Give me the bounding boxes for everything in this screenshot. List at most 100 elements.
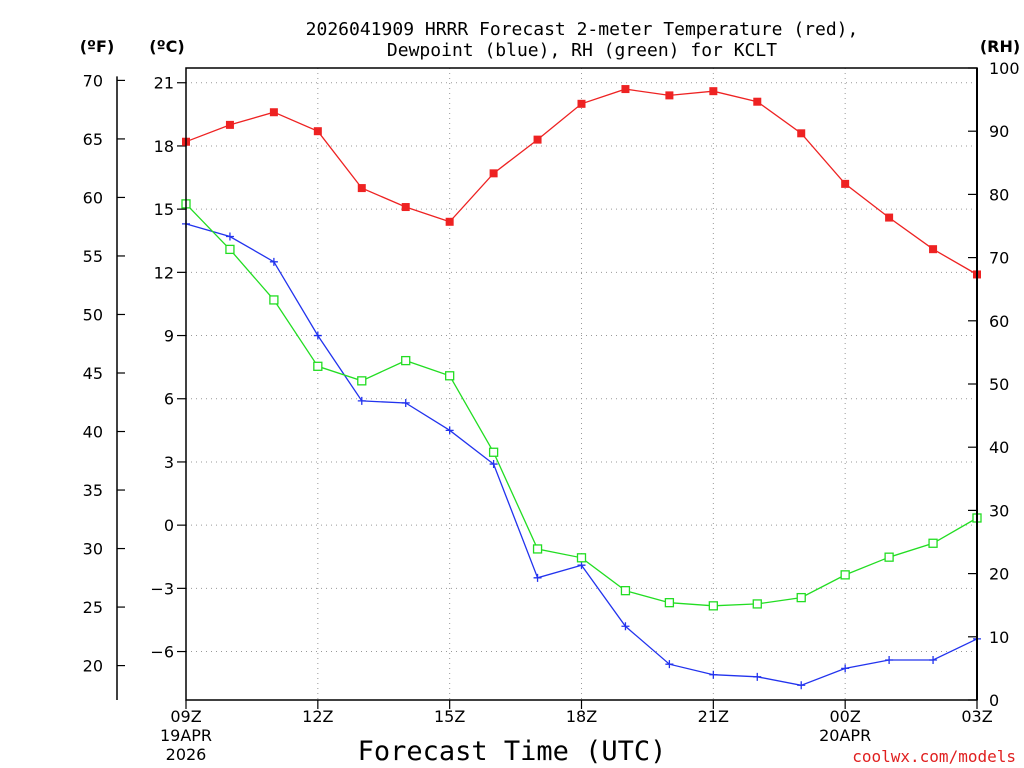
dewpoint-point (709, 670, 718, 679)
rh-point (884, 552, 894, 562)
rh-tick-label: 80 (989, 185, 1009, 204)
time-tick-label: 03Z (961, 707, 992, 726)
rh-point (576, 553, 587, 563)
celsius-tick-label: 3 (164, 453, 174, 472)
temperature-point (577, 99, 586, 108)
rh-axis: 0 10 20 30 40 50 60 70 80 90 100 (968, 59, 1020, 710)
time-date-label: 19APR (160, 726, 212, 745)
fahrenheit-tick-label: 20 (83, 657, 103, 676)
rh-point (928, 538, 938, 548)
fahrenheit-tick-label: 40 (83, 423, 103, 442)
rh-point (225, 244, 235, 255)
dewpoint-point (225, 232, 234, 241)
rh-tick-label: 20 (989, 565, 1009, 584)
rh-point (445, 371, 455, 381)
chart-title-line2: Dewpoint (blue), RH (green) for KCLT (387, 40, 777, 61)
rh-line (185, 203, 978, 607)
rh-point (708, 601, 718, 611)
temperature-point (841, 179, 850, 188)
dewpoint-point (577, 561, 586, 570)
temperature-point (445, 217, 454, 226)
celsius-tick-label: 9 (164, 327, 174, 346)
series-layer (181, 85, 982, 690)
time-tick-label: 09Z (170, 707, 201, 726)
dewpoint-point (489, 460, 498, 469)
rh-point (620, 586, 631, 596)
fahrenheit-axis: 70 65 60 55 50 45 40 35 30 25 20 (83, 71, 125, 700)
temperature-point (885, 213, 894, 222)
time-tick-label: 12Z (302, 707, 333, 726)
celsius-tick-label: 6 (164, 390, 174, 409)
dewpoint-point (533, 573, 542, 582)
dewpoint-point (665, 660, 674, 669)
time-date-label: 20APR (819, 726, 871, 745)
temperature-point (797, 129, 806, 138)
dewpoint-point (313, 331, 322, 340)
dewpoint-point (797, 681, 806, 690)
celsius-tick-label: 0 (164, 516, 174, 535)
credit-text: coolwx.com/models (852, 747, 1016, 766)
rh-point (357, 376, 367, 386)
fahrenheit-tick-label: 30 (83, 540, 103, 559)
rh-point (840, 570, 850, 580)
fahrenheit-tick-label: 70 (83, 71, 103, 90)
dewpoint-point (357, 396, 366, 405)
rh-point (401, 355, 411, 366)
temperature-line (185, 88, 978, 276)
rh-point (796, 592, 806, 603)
time-year-label: 2026 (166, 745, 207, 764)
rh-point (532, 544, 543, 554)
dewpoint-point (753, 672, 762, 681)
rh-tick-label: 10 (989, 628, 1009, 647)
rh-tick-label: 30 (989, 501, 1009, 520)
celsius-unit-label: (ºC) (149, 37, 184, 56)
rh-point (488, 447, 499, 457)
rh-point (664, 598, 675, 608)
celsius-tick-label: 15 (154, 200, 174, 219)
temperature-point (665, 91, 674, 100)
rh-tick-label: 70 (989, 249, 1009, 268)
celsius-tick-label: 21 (154, 74, 174, 93)
rh-tick-label: 90 (989, 122, 1009, 141)
time-tick-label: 00Z (830, 707, 861, 726)
fahrenheit-tick-label: 50 (83, 305, 103, 324)
rh-point (752, 599, 762, 609)
dewpoint-point (445, 426, 454, 435)
celsius-tick-label: 12 (154, 263, 174, 282)
temperature-point (621, 85, 630, 94)
celsius-axis: 21 18 15 12 9 6 3 0 −3 −6 (150, 74, 186, 662)
gridlines (186, 68, 977, 700)
temperature-point (489, 169, 498, 178)
chart-title-line1: 2026041909 HRRR Forecast 2-meter Tempera… (306, 19, 859, 40)
fahrenheit-unit-label: (ºF) (80, 37, 115, 56)
rh-tick-label: 0 (989, 691, 999, 710)
rh-point (313, 361, 323, 371)
rh-unit-label: (RH) (980, 37, 1020, 56)
celsius-tick-label: 18 (154, 137, 174, 156)
fahrenheit-tick-label: 25 (83, 598, 103, 617)
x-axis-label: Forecast Time (UTC) (358, 736, 667, 767)
time-tick-label: 18Z (566, 707, 597, 726)
dewpoint-point (269, 257, 278, 266)
temperature-point (313, 127, 322, 136)
temperature-point (709, 87, 718, 96)
fahrenheit-tick-label: 45 (83, 364, 103, 383)
time-tick-label: 21Z (698, 707, 729, 726)
celsius-tick-label: −3 (150, 579, 174, 598)
temperature-point (753, 97, 762, 106)
dewpoint-point (929, 655, 938, 664)
fahrenheit-tick-label: 60 (83, 188, 103, 207)
fahrenheit-tick-label: 55 (83, 247, 103, 266)
fahrenheit-tick-label: 65 (83, 130, 103, 149)
temperature-point (357, 184, 366, 193)
temperature-point (225, 120, 234, 129)
rh-tick-label: 60 (989, 312, 1009, 331)
temperature-point (401, 203, 410, 212)
rh-tick-label: 40 (989, 438, 1009, 457)
fahrenheit-tick-label: 35 (83, 481, 103, 500)
time-tick-label: 15Z (434, 707, 465, 726)
dewpoint-point (841, 664, 850, 673)
rh-tick-label: 50 (989, 375, 1009, 394)
temperature-point (929, 245, 938, 254)
